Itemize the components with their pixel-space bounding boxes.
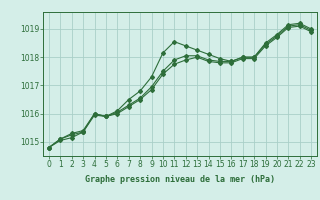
X-axis label: Graphe pression niveau de la mer (hPa): Graphe pression niveau de la mer (hPa) bbox=[85, 175, 275, 184]
